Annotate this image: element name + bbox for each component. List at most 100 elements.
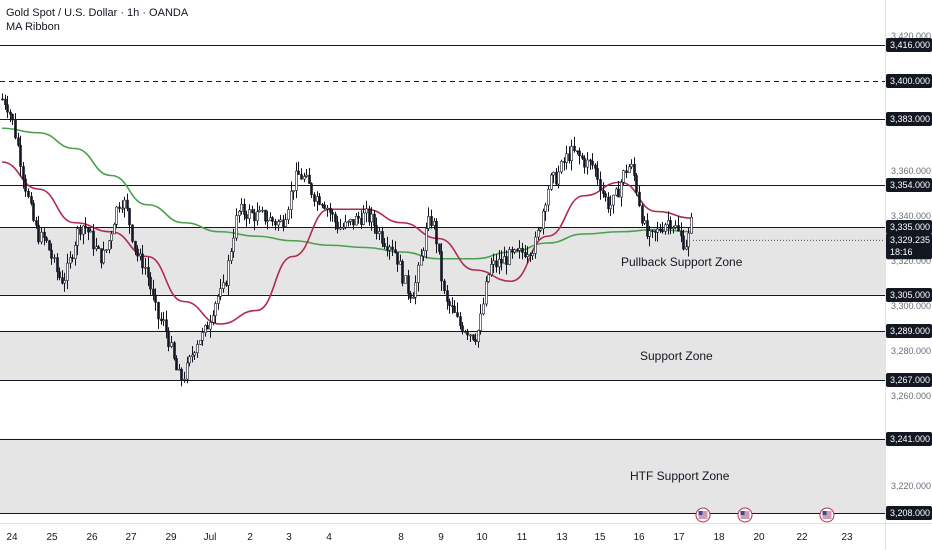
candle-body bbox=[365, 208, 368, 214]
candle-body bbox=[659, 228, 662, 232]
candle-body bbox=[48, 240, 51, 251]
candle-body bbox=[212, 315, 215, 323]
candle-body bbox=[300, 174, 303, 180]
candle-body bbox=[596, 168, 599, 180]
candle-body bbox=[391, 246, 394, 250]
time-axis[interactable]: 24 25 26 27 29 Jul 2 3 4 8 9 10 11 13 15 16 17 18 20 22 23 bbox=[6, 532, 853, 543]
candle-body bbox=[609, 204, 612, 210]
candle-body bbox=[594, 164, 597, 169]
candle-body bbox=[113, 224, 116, 235]
horizontal-levels bbox=[0, 45, 885, 514]
candle-body bbox=[578, 150, 581, 157]
flag-canton bbox=[822, 511, 827, 515]
candle-body bbox=[456, 312, 459, 317]
candle-body bbox=[214, 303, 217, 316]
candle-body bbox=[487, 274, 490, 282]
candle-body bbox=[370, 213, 373, 223]
candle-body bbox=[201, 332, 204, 341]
candle-body bbox=[89, 230, 92, 233]
event-flag-icon[interactable] bbox=[819, 507, 835, 523]
candle-body bbox=[175, 358, 178, 371]
candle-body bbox=[256, 211, 259, 222]
candle-body bbox=[40, 231, 43, 243]
event-flag-icon[interactable] bbox=[737, 507, 753, 523]
candle-body bbox=[102, 249, 105, 264]
zone-label: Pullback Support Zone bbox=[621, 255, 743, 269]
candle-body bbox=[669, 220, 672, 229]
candle-body bbox=[357, 215, 360, 219]
candle-body bbox=[56, 257, 59, 273]
candle-body bbox=[583, 157, 586, 168]
candle-body bbox=[240, 203, 243, 212]
indicator-label[interactable]: MA Ribbon bbox=[6, 21, 60, 33]
candle-body bbox=[599, 179, 602, 191]
ma-ribbon bbox=[1, 127, 694, 325]
candle-body bbox=[227, 260, 230, 286]
candle-body bbox=[287, 209, 290, 220]
candle-body bbox=[157, 302, 160, 320]
candle-body bbox=[672, 227, 675, 229]
candle-body bbox=[108, 240, 111, 251]
candle-body bbox=[589, 159, 592, 162]
candle-body bbox=[482, 303, 485, 315]
candle-body bbox=[617, 188, 620, 198]
candle-body bbox=[50, 249, 53, 259]
candle-body bbox=[422, 250, 425, 257]
candle-body bbox=[591, 160, 594, 166]
candle-body bbox=[118, 206, 121, 209]
candle-body bbox=[331, 212, 334, 215]
time-tick-label: 24 bbox=[6, 532, 18, 543]
candle-body bbox=[243, 203, 246, 215]
candle-body bbox=[687, 232, 690, 248]
slow-ma-line bbox=[1, 127, 694, 260]
candle-body bbox=[534, 236, 537, 254]
time-tick-label: 3 bbox=[286, 532, 292, 543]
symbol-title[interactable]: Gold Spot / U.S. Dollar · 1h · OANDA bbox=[6, 7, 189, 19]
candle-body bbox=[641, 205, 644, 224]
candle-body bbox=[381, 231, 384, 244]
level-tag-label: 3,354.000 bbox=[890, 180, 930, 190]
zone-labels: Pullback Support Zone Support Zone HTF Sup… bbox=[621, 255, 743, 483]
time-tick-label: 9 bbox=[438, 532, 444, 543]
candlesticks bbox=[1, 93, 693, 387]
candle-body bbox=[271, 217, 274, 222]
candle-body bbox=[139, 253, 142, 257]
candle-body bbox=[206, 325, 209, 330]
candle-body bbox=[274, 221, 277, 226]
candle-body bbox=[279, 219, 282, 222]
event-flag-icon[interactable] bbox=[695, 507, 711, 523]
candle-body bbox=[19, 144, 22, 167]
candle-body bbox=[17, 137, 20, 146]
level-tag bbox=[886, 112, 932, 126]
candle-body bbox=[79, 228, 82, 235]
candle-body bbox=[196, 344, 199, 354]
candle-body bbox=[45, 237, 48, 242]
price-tick-label: 3,280.000 bbox=[891, 346, 931, 356]
candle-body bbox=[308, 174, 311, 184]
chart-header: Gold Spot / U.S. Dollar · 1h · OANDA MA … bbox=[6, 6, 188, 34]
current-price-label: 3,329.235 bbox=[890, 235, 930, 245]
price-axis[interactable]: 3,420.000 3,360.000 3,340.000 3,320.000 3,30… bbox=[891, 31, 931, 491]
price-tick-label: 3,360.000 bbox=[891, 166, 931, 176]
candle-body bbox=[76, 228, 79, 246]
economic-events[interactable] bbox=[695, 507, 835, 523]
candle-body bbox=[188, 356, 191, 364]
candle-body bbox=[394, 249, 397, 253]
candle-body bbox=[84, 225, 87, 229]
candle-body bbox=[30, 196, 33, 204]
candle-body bbox=[115, 206, 118, 225]
candle-body bbox=[526, 254, 529, 257]
candle-body bbox=[633, 163, 636, 176]
candle-body bbox=[518, 247, 521, 251]
candle-body bbox=[355, 215, 358, 226]
level-tag-label: 3,305.000 bbox=[890, 290, 930, 300]
level-tag-label: 3,241.000 bbox=[890, 434, 930, 444]
candle-body bbox=[573, 145, 576, 152]
level-tag-label: 3,400.000 bbox=[890, 76, 930, 86]
candle-body bbox=[602, 190, 605, 194]
time-tick-label: 23 bbox=[841, 532, 853, 543]
candle-body bbox=[401, 260, 404, 284]
candle-body bbox=[479, 313, 482, 331]
candle-body bbox=[225, 282, 228, 286]
